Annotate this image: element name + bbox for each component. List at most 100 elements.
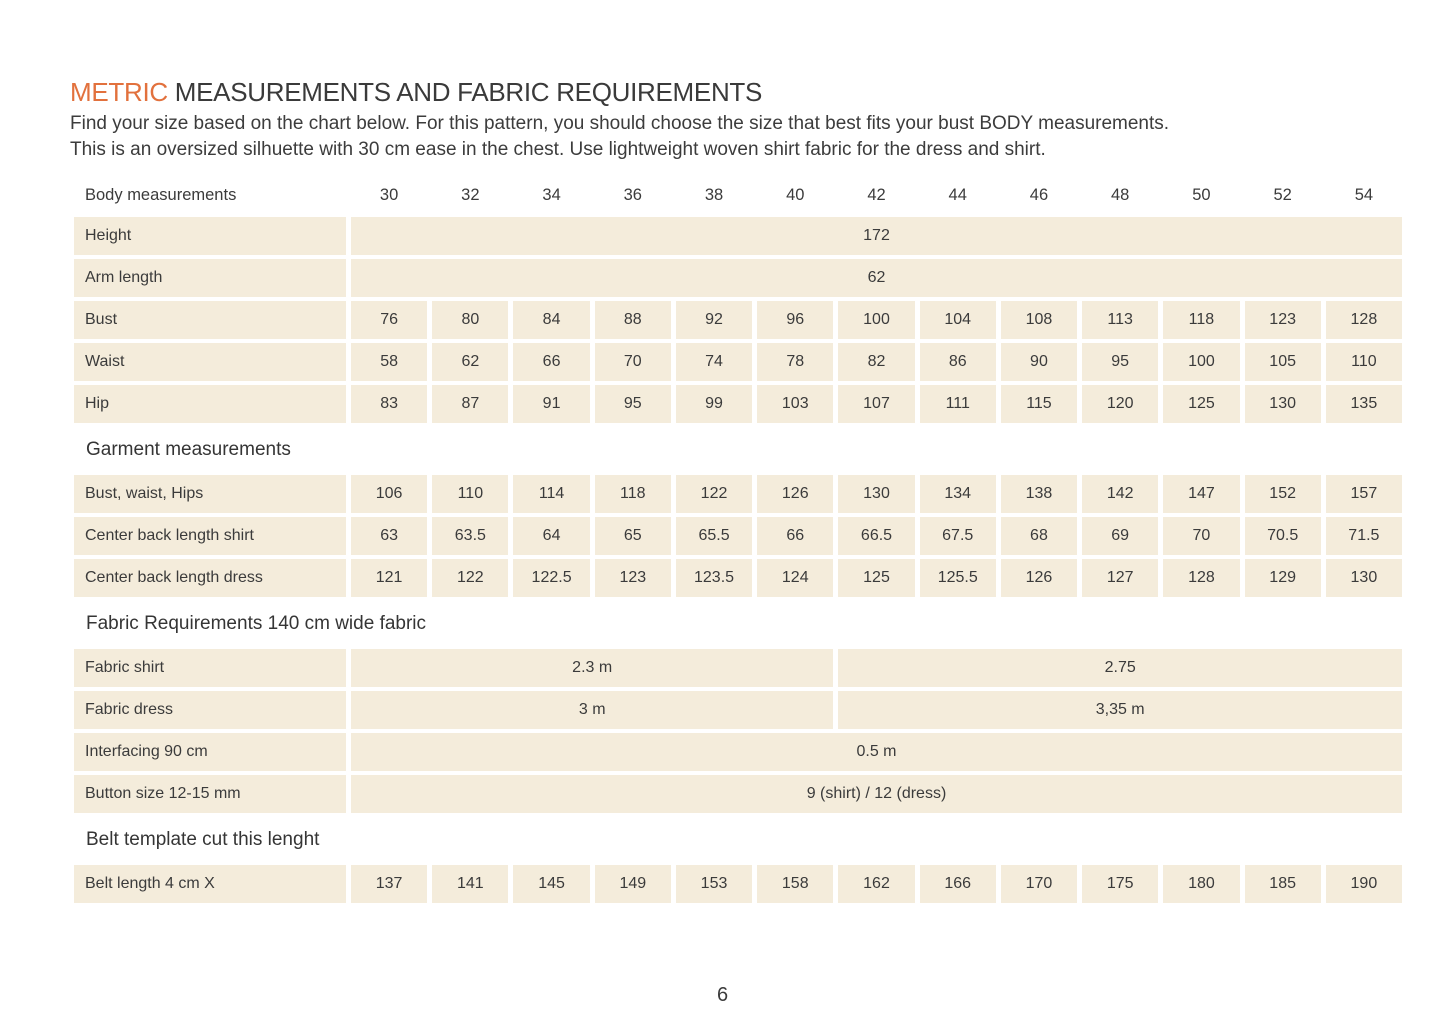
value-cell: 80 xyxy=(432,301,509,339)
value-cell-full-span: 0.5 m xyxy=(351,733,1402,771)
value-cell: 137 xyxy=(351,865,428,903)
value-cell: 122 xyxy=(432,559,509,597)
value-cell: 63 xyxy=(351,517,428,555)
row-label: Center back length dress xyxy=(74,559,346,597)
table-row: Hip 83 87 91 95 99 103 107 111 115 120 125 130 135 xyxy=(74,385,1402,423)
value-cell: 125 xyxy=(838,559,915,597)
value-cell: 82 xyxy=(838,343,915,381)
value-cell: 118 xyxy=(1163,301,1240,339)
value-cell: 65 xyxy=(594,517,671,555)
value-cell: 125 xyxy=(1163,385,1240,423)
value-cell: 162 xyxy=(838,865,915,903)
value-cell: 67.5 xyxy=(919,517,996,555)
value-cell: 83 xyxy=(351,385,428,423)
section-heading: Fabric Requirements 140 cm wide fabric xyxy=(86,613,427,634)
value-cell: 74 xyxy=(675,343,753,381)
column-header-size: 32 xyxy=(461,185,480,204)
column-header-size: 34 xyxy=(542,185,561,204)
page-content: METRIC MEASUREMENTS AND FABRIC REQUIREME… xyxy=(70,78,1402,903)
value-cell: 105 xyxy=(1244,343,1321,381)
value-cell: 175 xyxy=(1082,865,1159,903)
value-cell: 170 xyxy=(1000,865,1078,903)
table-row: Interfacing 90 cm 0.5 m xyxy=(74,733,1402,771)
value-cell: 125.5 xyxy=(919,559,996,597)
table-row: Fabric shirt 2.3 m 2.75 xyxy=(74,649,1402,687)
column-header-size: 54 xyxy=(1354,185,1374,204)
value-cell: 130 xyxy=(1325,559,1402,597)
value-cell: 66 xyxy=(757,517,834,555)
section-heading: Belt template cut this lenght xyxy=(86,829,320,850)
value-cell: 90 xyxy=(1000,343,1078,381)
value-cell: 99 xyxy=(675,385,753,423)
row-label: Fabric dress xyxy=(74,691,346,729)
value-cell: 95 xyxy=(1082,343,1159,381)
column-header-size: 42 xyxy=(867,185,886,204)
value-cell: 141 xyxy=(432,865,509,903)
value-cell: 122 xyxy=(675,475,753,513)
column-header-size: 40 xyxy=(786,185,805,204)
value-cell: 180 xyxy=(1163,865,1240,903)
size-chart-table: Body measurements 30 32 34 36 38 40 42 44 46 48 50 5… xyxy=(74,182,1402,903)
value-cell: 68 xyxy=(1000,517,1078,555)
value-cell: 127 xyxy=(1082,559,1159,597)
page-title-rest: MEASUREMENTS AND FABRIC REQUIREMENTS xyxy=(167,77,763,107)
value-cell: 153 xyxy=(675,865,753,903)
page-title-highlight: METRIC xyxy=(70,77,168,107)
value-cell: 147 xyxy=(1163,475,1240,513)
page-number: 6 xyxy=(716,984,729,1006)
table-header-row: Body measurements 30 32 34 36 38 40 42 44 46 48 50 5… xyxy=(74,182,1402,208)
value-cell: 121 xyxy=(351,559,428,597)
value-cell: 100 xyxy=(1163,343,1240,381)
column-header-size: 48 xyxy=(1111,185,1130,204)
value-cell: 126 xyxy=(757,475,834,513)
value-cell: 76 xyxy=(351,301,428,339)
value-cell: 58 xyxy=(351,343,428,381)
value-cell: 145 xyxy=(513,865,590,903)
row-label: Arm length xyxy=(74,259,346,297)
value-cell: 157 xyxy=(1325,475,1402,513)
value-cell: 129 xyxy=(1244,559,1321,597)
page-title: METRIC MEASUREMENTS AND FABRIC REQUIREME… xyxy=(70,78,1402,106)
table-row: Center back length shirt 63 63.5 64 65 65.5 66… xyxy=(74,517,1402,555)
row-label: Belt length 4 cm X xyxy=(74,865,346,903)
value-cell: 111 xyxy=(919,385,996,423)
value-cell: 66 xyxy=(513,343,590,381)
value-cell: 130 xyxy=(1244,385,1321,423)
value-cell: 158 xyxy=(757,865,834,903)
value-cell: 91 xyxy=(513,385,590,423)
value-cell: 190 xyxy=(1325,865,1402,903)
value-cell: 108 xyxy=(1000,301,1078,339)
intro-line-2: This is an oversized silhuette with 30 c… xyxy=(70,139,1046,160)
value-cell: 103 xyxy=(757,385,834,423)
value-cell: 152 xyxy=(1244,475,1321,513)
value-cell: 100 xyxy=(838,301,915,339)
value-cell: 70 xyxy=(594,343,671,381)
value-cell: 135 xyxy=(1325,385,1402,423)
value-cell: 123 xyxy=(594,559,671,597)
value-cell: 66.5 xyxy=(838,517,915,555)
row-label: Button size 12-15 mm xyxy=(74,775,346,813)
table-row: Height 172 xyxy=(74,217,1402,255)
value-cell: 84 xyxy=(513,301,590,339)
section-heading: Garment measurements xyxy=(86,439,291,460)
value-cell-right-span: 3,35 m xyxy=(838,691,1402,729)
value-cell: 78 xyxy=(757,343,834,381)
value-cell: 115 xyxy=(1000,385,1078,423)
value-cell: 70 xyxy=(1163,517,1240,555)
value-cell: 62 xyxy=(432,343,509,381)
value-cell: 122.5 xyxy=(513,559,590,597)
row-label: Height xyxy=(74,217,346,255)
value-cell: 106 xyxy=(351,475,428,513)
table-row: Waist 58 62 66 70 74 78 82 86 90 95 100 105 110 xyxy=(74,343,1402,381)
value-cell: 130 xyxy=(838,475,915,513)
table-row: Bust 76 80 84 88 92 96 100 104 108 113 118 123 128 xyxy=(74,301,1402,339)
value-cell-full-span: 9 (shirt) / 12 (dress) xyxy=(351,775,1402,813)
table-row: Fabric dress 3 m 3,35 m xyxy=(74,691,1402,729)
table-row: Button size 12-15 mm 9 (shirt) / 12 (dres… xyxy=(74,775,1402,813)
value-cell: 124 xyxy=(757,559,834,597)
column-header-size: 52 xyxy=(1273,185,1292,204)
value-cell: 92 xyxy=(675,301,753,339)
value-cell: 142 xyxy=(1082,475,1159,513)
value-cell: 128 xyxy=(1163,559,1240,597)
